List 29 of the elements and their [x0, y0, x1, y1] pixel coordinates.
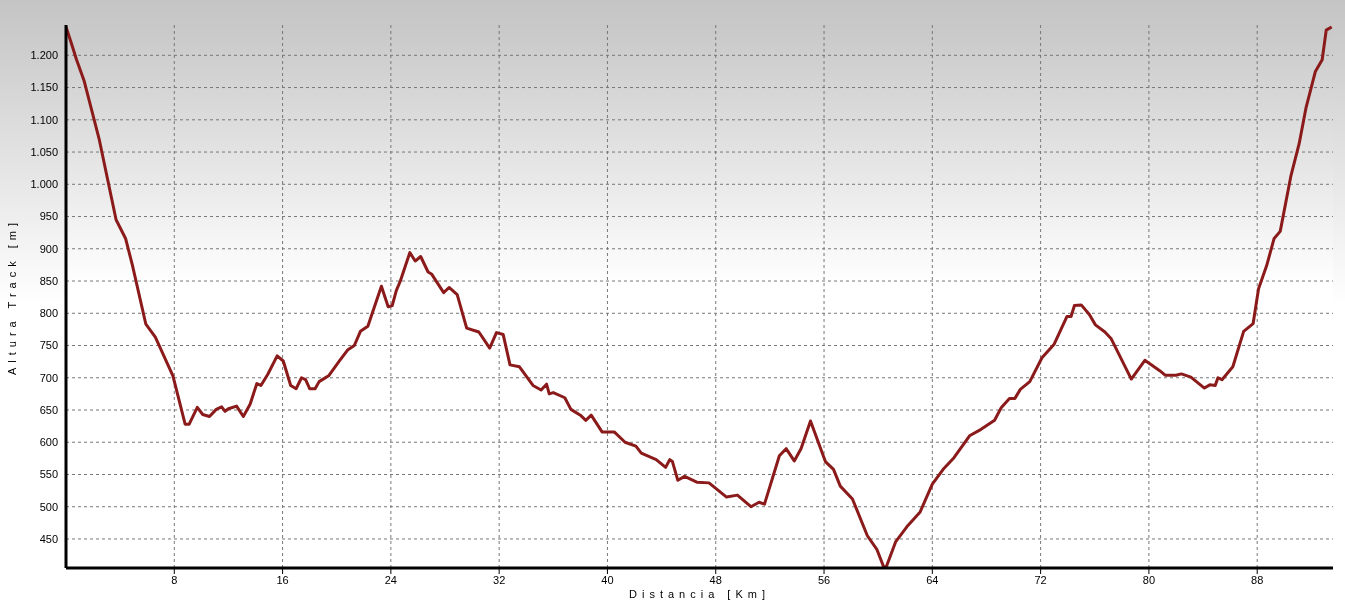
- x-axis-title: Distancia [Km]: [629, 588, 770, 600]
- x-tick-label: 72: [1034, 573, 1047, 586]
- y-tick-label: 800: [39, 307, 58, 320]
- x-tick-label: 16: [276, 573, 289, 586]
- y-axis-title: Altura Track [m]: [5, 217, 18, 376]
- y-tick-label: 1.000: [30, 178, 58, 191]
- y-tick-label: 950: [39, 210, 58, 223]
- y-tick-label: 1.200: [30, 49, 58, 62]
- x-tick-label: 48: [709, 573, 722, 586]
- x-tick-label: 24: [384, 573, 397, 586]
- y-tick-label: 1.100: [30, 113, 58, 126]
- y-tick-label: 850: [39, 274, 58, 287]
- x-tick-label: 80: [1142, 573, 1156, 586]
- y-tick-label: 750: [39, 339, 58, 352]
- y-tick-label: 700: [39, 371, 58, 384]
- x-tick-label: 32: [493, 573, 506, 586]
- x-tick-label: 56: [817, 573, 831, 586]
- x-tick-label: 40: [601, 573, 614, 586]
- y-tick-label: 600: [39, 436, 58, 449]
- x-tick-label: 8: [171, 573, 178, 586]
- y-tick-label: 550: [39, 468, 58, 481]
- x-tick-label: 88: [1251, 573, 1264, 586]
- y-tick-label: 500: [39, 500, 58, 513]
- y-tick-label: 1.050: [30, 145, 58, 158]
- y-tick-label: 650: [39, 403, 58, 416]
- y-tick-label: 900: [39, 242, 58, 255]
- y-tick-label: 450: [39, 532, 58, 545]
- y-tick-label: 1.150: [30, 81, 58, 94]
- x-tick-label: 64: [926, 573, 939, 586]
